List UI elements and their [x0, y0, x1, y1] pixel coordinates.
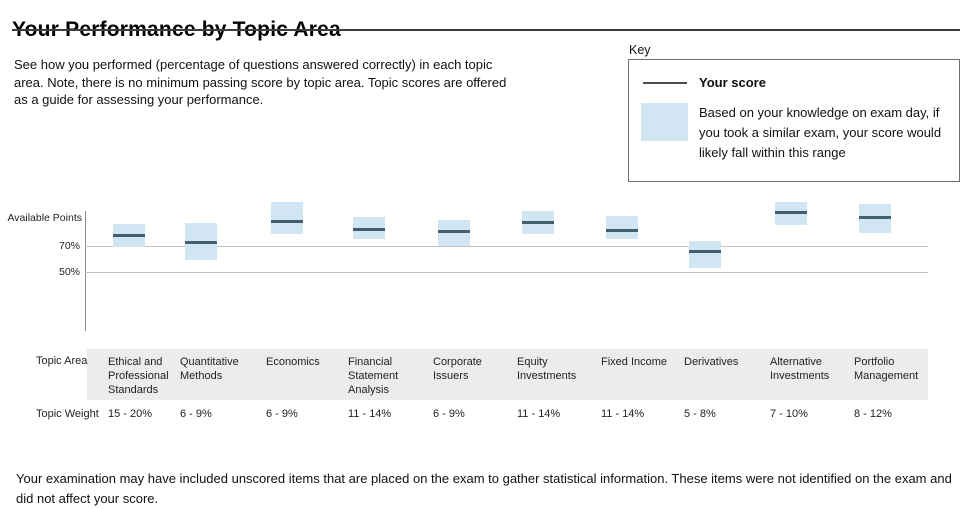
your-score-line	[438, 230, 470, 234]
topic-label: Ethical and Professional Standards	[108, 356, 169, 396]
score-range-bar	[689, 240, 721, 269]
score-range-bar	[271, 201, 303, 235]
topic-weight: 11 - 14%	[601, 408, 645, 420]
y-tick-50pct: 50%	[58, 266, 80, 278]
y-tick-70pct: 70%	[58, 240, 80, 252]
y-axis-line	[85, 211, 86, 331]
your-score-line	[113, 234, 145, 238]
your-score-line	[271, 219, 303, 223]
your-score-line	[859, 215, 891, 219]
topic-label: Portfolio Management	[854, 356, 919, 382]
topic-label: Financial Statement Analysis	[348, 356, 399, 396]
score-range-bar	[606, 216, 638, 240]
topic-label: Corporate Issuers	[433, 356, 482, 382]
gridline-50pct	[85, 272, 928, 273]
topic-label: Equity Investments	[517, 356, 577, 382]
topic-weight: 5 - 8%	[684, 408, 716, 420]
your-score-line	[185, 240, 217, 244]
key-legend-box: Your score Based on your knowledge on ex…	[628, 59, 960, 182]
your-score-line	[775, 210, 807, 214]
topic-weight: 11 - 14%	[517, 408, 561, 420]
your-score-line	[353, 227, 385, 231]
y-axis-label: Available Points	[7, 212, 82, 224]
topic-label: Quantitative Methods	[180, 356, 239, 382]
topic-weight: 11 - 14%	[348, 408, 392, 420]
footnote-text: Your examination may have included unsco…	[16, 471, 952, 506]
your-score-line	[689, 249, 721, 253]
topic-weight: 6 - 9%	[180, 408, 212, 420]
topic-label: Economics	[266, 356, 320, 368]
topic-label: Alternative Investments	[770, 356, 830, 382]
key-label: Key	[629, 43, 651, 57]
range-swatch-icon	[641, 103, 688, 141]
key-range-description: Based on your knowledge on exam day, if …	[699, 105, 942, 160]
title-divider	[12, 29, 960, 31]
topic-label: Fixed Income	[601, 356, 668, 368]
topic-weight: 7 - 10%	[770, 408, 808, 420]
score-line-swatch-icon	[643, 82, 687, 84]
key-score-label: Your score	[699, 75, 766, 90]
topic-weight: 15 - 20%	[108, 408, 153, 420]
your-score-line	[606, 228, 638, 232]
your-score-line	[522, 221, 554, 225]
topic-area-row-header: Topic Area	[36, 355, 88, 367]
topic-area-row-band	[87, 349, 928, 400]
gridline-70pct	[85, 246, 928, 247]
topic-weight: 6 - 9%	[266, 408, 298, 420]
topic-weight-row-header: Topic Weight	[36, 408, 99, 420]
topic-weight: 8 - 12%	[854, 408, 892, 420]
intro-text: See how you performed (percentage of que…	[14, 57, 507, 107]
topic-label: Derivatives	[684, 356, 739, 368]
topic-weight: 6 - 9%	[433, 408, 465, 420]
